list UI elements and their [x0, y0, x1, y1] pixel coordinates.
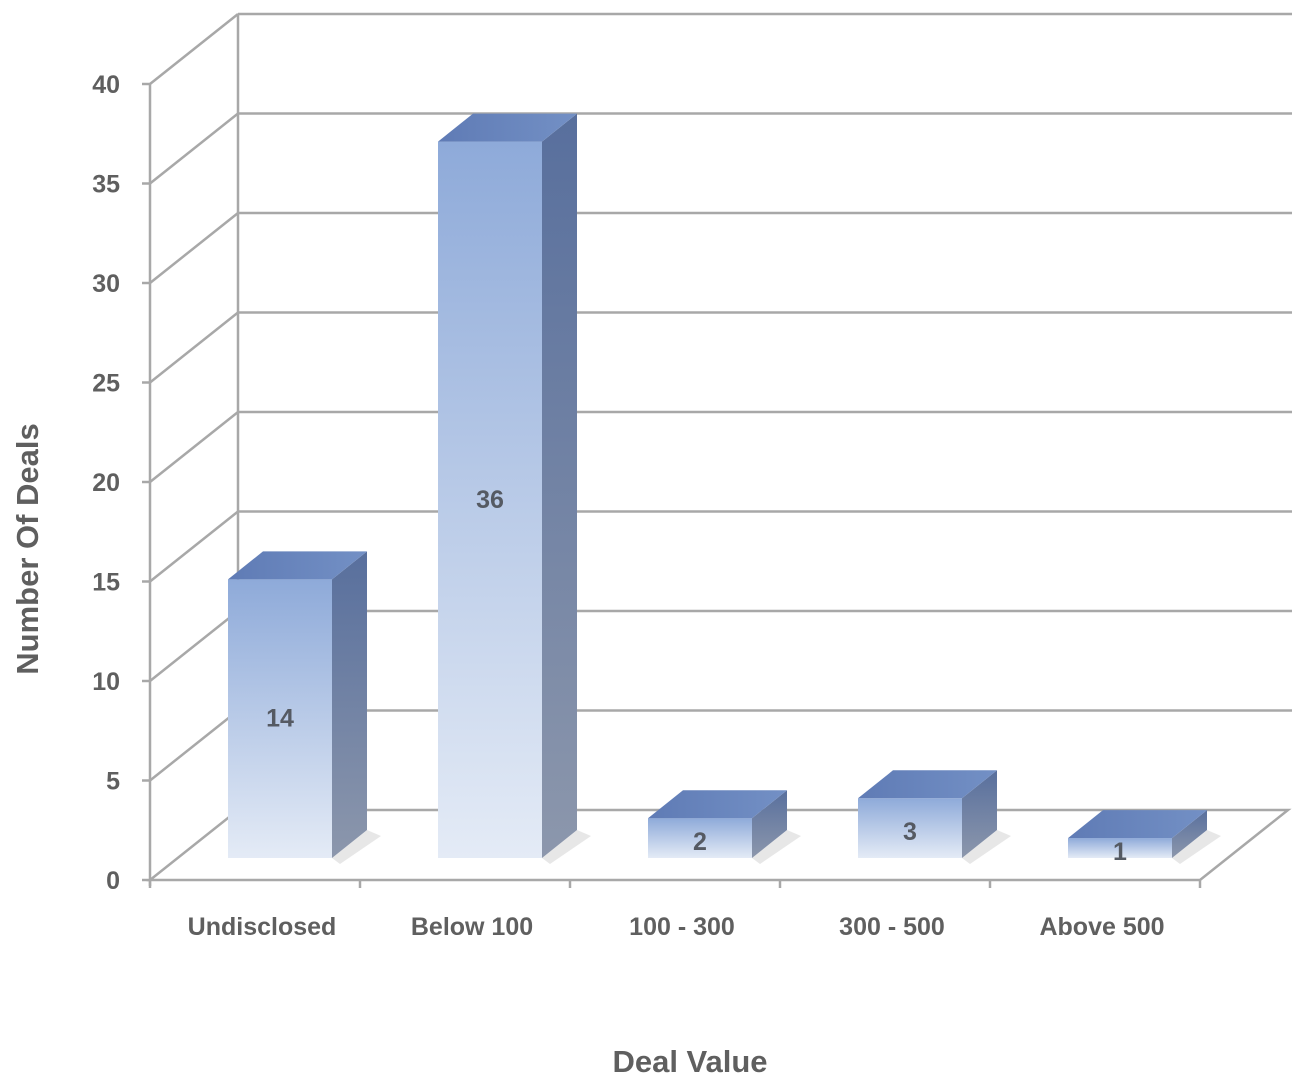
- gridline-diagonal: [149, 311, 239, 384]
- gridline-diagonal: [149, 112, 239, 185]
- data-label: 36: [476, 486, 504, 514]
- x-tick-label: Below 100: [411, 913, 533, 941]
- bar: [438, 141, 542, 859]
- y-tick-label: 30: [92, 270, 120, 298]
- y-tick-label: 5: [106, 768, 120, 796]
- y-tick-label: 15: [92, 569, 120, 597]
- bar: [1068, 838, 1172, 858]
- y-tick-label: 40: [92, 71, 120, 99]
- bar: [858, 798, 962, 858]
- y-tick-label: 25: [92, 370, 120, 398]
- bar-shadow: [1172, 830, 1221, 864]
- x-tick-label: Undisclosed: [188, 913, 337, 941]
- x-tick-label: Above 500: [1039, 913, 1164, 941]
- bar-top: [438, 113, 577, 142]
- x-axis-title: Deal Value: [612, 1044, 767, 1078]
- x-tick-label: 300 - 500: [839, 913, 945, 941]
- gridline-diagonal: [149, 510, 239, 583]
- gridline-diagonal: [149, 212, 239, 284]
- bar-shadow: [962, 830, 1011, 864]
- bar-top: [648, 790, 787, 819]
- bar-side: [1172, 810, 1207, 858]
- bar-shadow: [752, 830, 801, 864]
- bar-side: [332, 551, 367, 858]
- bar-shadow: [542, 830, 591, 864]
- y-tick-label: 35: [92, 171, 120, 199]
- labels: 0 5 10 15 20 25 30 35 40 14 Undisclosed 36 Below 100…: [92, 71, 1164, 941]
- data-label: 3: [903, 818, 917, 846]
- y-tick-label: 0: [106, 867, 120, 895]
- x-tick-label: 100 - 300: [629, 913, 735, 941]
- data-label: 14: [266, 705, 294, 733]
- bars: [228, 113, 1221, 864]
- data-label: 2: [693, 828, 707, 856]
- bar-side: [962, 770, 997, 858]
- bar: [228, 579, 332, 858]
- bar: [648, 818, 752, 858]
- gridline-diagonal: [149, 13, 239, 85]
- gridline-diagonal: [149, 411, 239, 483]
- bar-top: [1068, 810, 1207, 839]
- y-tick-label: 10: [92, 668, 120, 696]
- gridline-diagonal: [149, 610, 239, 682]
- bar-top: [858, 770, 997, 799]
- bar-shadow: [332, 830, 381, 864]
- bar-top: [228, 551, 367, 580]
- y-tick-label: 20: [92, 469, 120, 497]
- gridline-diagonal: [149, 709, 239, 782]
- data-label: 1: [1113, 838, 1127, 866]
- bar-side: [542, 113, 577, 859]
- bar-side: [752, 790, 787, 858]
- y-axis-title: Number Of Deals: [10, 423, 45, 675]
